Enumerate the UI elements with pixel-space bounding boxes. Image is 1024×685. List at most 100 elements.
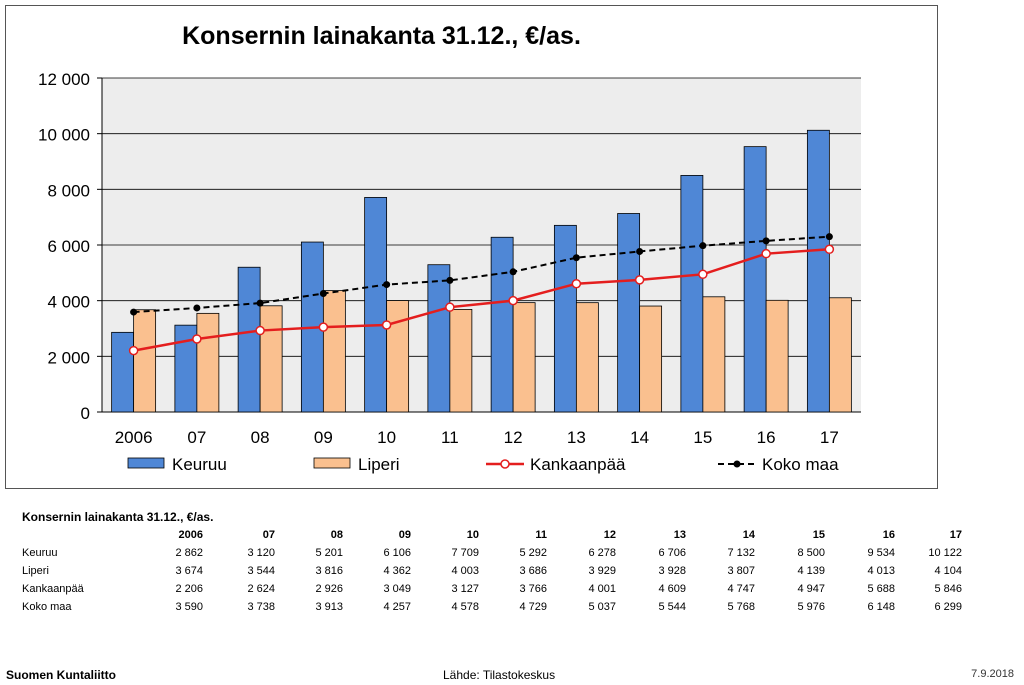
- x-tick-label: 09: [314, 428, 333, 447]
- bar-keuruu: [553, 224, 577, 413]
- table-cell: 6 278: [588, 547, 616, 559]
- table-cell: 6 706: [658, 547, 686, 559]
- table-column-header: 13: [673, 529, 686, 541]
- table-cell: 8 500: [797, 547, 825, 559]
- table-corner: [22, 526, 134, 544]
- table-cell: 2 206: [175, 583, 203, 595]
- table-cell: 2 926: [315, 583, 343, 595]
- table-cell: 3 686: [519, 565, 547, 577]
- y-tick-label: 2 000: [47, 348, 90, 367]
- table-cell: 5 846: [934, 583, 962, 595]
- point-koko-maa: [699, 242, 707, 250]
- point-koko-maa: [130, 308, 138, 316]
- table-cell: 4 609: [658, 583, 686, 595]
- x-tick-label: 10: [377, 428, 396, 447]
- table-row: Kankaanpää 2 206 2 624 2 926 3 049 3 127 3 766…: [22, 580, 962, 598]
- table-cell: 9 534: [867, 547, 895, 559]
- table-cell: 3 120: [247, 547, 275, 559]
- bar-liperi: [575, 302, 599, 413]
- table-cell: 4 104: [934, 565, 962, 577]
- legend-marker: [500, 459, 510, 469]
- y-tick-label: 6 000: [47, 237, 90, 256]
- point-koko-maa: [572, 254, 580, 262]
- point-kankaanpää: [381, 320, 392, 330]
- table-row: Koko maa 3 590 3 738 3 913 4 257 4 578 4 729 5 …: [22, 598, 962, 616]
- point-kankaanpää: [761, 248, 771, 259]
- table-cell: 3 049: [383, 583, 411, 595]
- table-column-header: 07: [262, 529, 275, 541]
- point-kankaanpää: [128, 345, 139, 356]
- table-cell: 6 299: [934, 601, 962, 613]
- table-cell: 4 578: [451, 601, 479, 613]
- bar-liperi: [259, 305, 283, 413]
- table-cell: 3 913: [315, 601, 343, 613]
- line-koko-maa: [133, 235, 830, 314]
- x-tick-label: 16: [757, 428, 776, 447]
- bar-liperi: [512, 302, 536, 413]
- chart-frame: Konsernin lainakanta 31.12., €/as. 0 2 000…: [5, 5, 938, 489]
- legend-swatch: [313, 457, 351, 469]
- legend-item: Kankaanpää: [486, 455, 626, 474]
- x-tick-label: 14: [630, 428, 649, 447]
- table-cell: 2 624: [247, 583, 275, 595]
- table-row-label: Kankaanpää: [22, 583, 84, 595]
- bar-keuruu: [111, 331, 135, 413]
- bar-liperi: [639, 305, 663, 413]
- table-cell: 4 947: [797, 583, 825, 595]
- bar-liperi: [386, 300, 410, 413]
- table-cell: 10 122: [928, 547, 962, 559]
- table-cell: 4 729: [519, 601, 547, 613]
- table-row: Keuruu 2 862 3 120 5 201 6 106 7 709 5 292 6 27…: [22, 544, 962, 562]
- point-kankaanpää: [824, 244, 835, 255]
- table-column-header: 10: [466, 529, 479, 541]
- table-cell: 3 766: [519, 583, 547, 595]
- table-cell: 4 003: [451, 565, 479, 577]
- bar-liperi: [702, 296, 726, 413]
- bar-keuruu: [427, 264, 451, 413]
- point-koko-maa: [509, 268, 517, 276]
- point-koko-maa: [762, 237, 770, 245]
- table-cell: 5 688: [867, 583, 895, 595]
- y-tick-label: 12 000: [38, 70, 90, 89]
- data-table: 2006 07 08 09 10 11 12 13 14 15 16 17 Keuruu 2 862 3 …: [22, 526, 962, 616]
- point-kankaanpää: [318, 322, 329, 332]
- table-cell: 4 257: [383, 601, 411, 613]
- x-tick-label: 07: [187, 428, 206, 447]
- table-cell: 3 807: [727, 565, 755, 577]
- table-cell: 4 139: [797, 565, 825, 577]
- table-header-row: 2006 07 08 09 10 11 12 13 14 15 16 17: [22, 526, 962, 544]
- legend-item: Keuruu: [127, 455, 227, 474]
- legend-item: Liperi: [313, 455, 400, 474]
- table-cell: 3 738: [247, 601, 275, 613]
- table-column-header: 2006: [178, 529, 203, 541]
- table-column-header: 15: [812, 529, 825, 541]
- point-kankaanpää: [698, 269, 708, 280]
- table-column-header: 11: [535, 529, 547, 541]
- point-koko-maa: [825, 233, 833, 241]
- point-koko-maa: [446, 276, 454, 284]
- y-tick-label: 10 000: [38, 126, 90, 145]
- legend-label: Kankaanpää: [530, 455, 626, 474]
- table-cell: 5 037: [588, 601, 616, 613]
- bar-keuruu: [806, 129, 830, 413]
- legend-label: Liperi: [358, 455, 400, 474]
- chart-title: Konsernin lainakanta 31.12., €/as.: [182, 22, 581, 50]
- table-cell: 3 590: [175, 601, 203, 613]
- table-cell: 7 132: [727, 547, 755, 559]
- point-kankaanpää: [508, 295, 518, 306]
- table-cell: 3 674: [175, 565, 203, 577]
- footer-source: Lähde: Tilastokeskus: [443, 668, 556, 682]
- table-row: Liperi 3 674 3 544 3 816 4 362 4 003 3 686 3 92…: [22, 562, 962, 580]
- table-cell: 5 768: [727, 601, 755, 613]
- y-tick-label: 0: [81, 404, 90, 423]
- point-kankaanpää: [634, 275, 645, 285]
- table-cell: 5 544: [658, 601, 686, 613]
- table-column-header: 14: [742, 529, 755, 541]
- footer-organization: Suomen Kuntaliitto: [6, 668, 116, 682]
- x-tick-label: 2006: [115, 428, 153, 447]
- bar-liperi: [449, 309, 473, 413]
- point-kankaanpää: [445, 302, 455, 312]
- table-column-header: 08: [330, 529, 343, 541]
- bar-keuruu: [364, 197, 388, 413]
- table-cell: 2 862: [175, 547, 203, 559]
